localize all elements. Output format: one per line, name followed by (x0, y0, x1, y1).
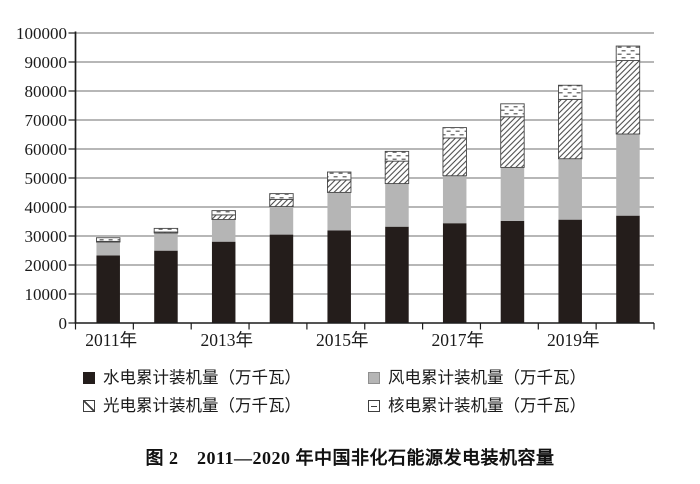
bar-2015年 (327, 171, 352, 323)
hydro-swatch-icon (83, 372, 95, 384)
svg-text:2011年: 2011年 (85, 330, 137, 350)
svg-text:10000: 10000 (25, 285, 68, 304)
bar-2019年 (558, 84, 583, 323)
bars (95, 45, 641, 323)
bar-2012年 (153, 227, 179, 323)
svg-text:50000: 50000 (25, 169, 68, 188)
svg-text:2017年: 2017年 (431, 330, 484, 350)
legend-item-hydro: 水电累计装机量（万千瓦） (83, 368, 368, 388)
bar-2014年 (269, 193, 294, 323)
figure-caption: 图 2 2011—2020 年中国非化石能源发电装机容量 (145, 448, 555, 468)
svg-text:30000: 30000 (25, 227, 68, 246)
legend-item-wind: 风电累计装机量（万千瓦） (368, 368, 586, 388)
svg-text:100000: 100000 (16, 24, 67, 43)
legend-label-solar: 光电累计装机量（万千瓦） (103, 396, 301, 415)
bar-2013年 (211, 210, 236, 323)
svg-text:2013年: 2013年 (200, 330, 253, 350)
stacked-bar-chart: 0 10000 20000 30000 40000 50000 60000 70000 8000… (16, 24, 655, 350)
solar-swatch-icon (83, 400, 95, 412)
svg-text:40000: 40000 (25, 198, 68, 217)
svg-text:2015年: 2015年 (316, 330, 369, 350)
svg-text:70000: 70000 (25, 111, 68, 130)
y-axis-ticks: 0 10000 20000 30000 40000 50000 60000 70000 8000… (16, 24, 76, 333)
svg-text:90000: 90000 (25, 53, 68, 72)
legend-label-wind: 风电累计装机量（万千瓦） (388, 368, 586, 387)
nuclear-swatch-icon (368, 400, 380, 412)
svg-text:60000: 60000 (25, 140, 68, 159)
bar-2017年 (442, 127, 467, 323)
wind-swatch-icon (368, 372, 380, 384)
legend-item-nuclear: 核电累计装机量（万千瓦） (368, 396, 586, 416)
svg-text:0: 0 (59, 314, 68, 333)
chart-canvas: 0 10000 20000 30000 40000 50000 60000 70000 8000… (16, 24, 655, 350)
svg-text:80000: 80000 (25, 82, 68, 101)
svg-text:20000: 20000 (25, 256, 68, 275)
legend-item-solar: 光电累计装机量（万千瓦） (83, 396, 368, 416)
svg-text:2019年: 2019年 (547, 330, 600, 350)
x-axis-ticks (74, 323, 655, 330)
legend-label-hydro: 水电累计装机量（万千瓦） (103, 368, 301, 387)
legend: 水电累计装机量（万千瓦） 风电累计装机量（万千瓦） 光电累计装机量（万千瓦） 核… (83, 368, 586, 416)
bar-2020年 (615, 45, 641, 323)
bar-2018年 (500, 103, 525, 323)
bar-2011年 (95, 237, 121, 323)
legend-label-nuclear: 核电累计装机量（万千瓦） (388, 396, 586, 415)
x-axis-labels: 2011年 2013年 2015年 2017年 2019年 (85, 330, 599, 350)
bar-2016年 (384, 150, 410, 323)
